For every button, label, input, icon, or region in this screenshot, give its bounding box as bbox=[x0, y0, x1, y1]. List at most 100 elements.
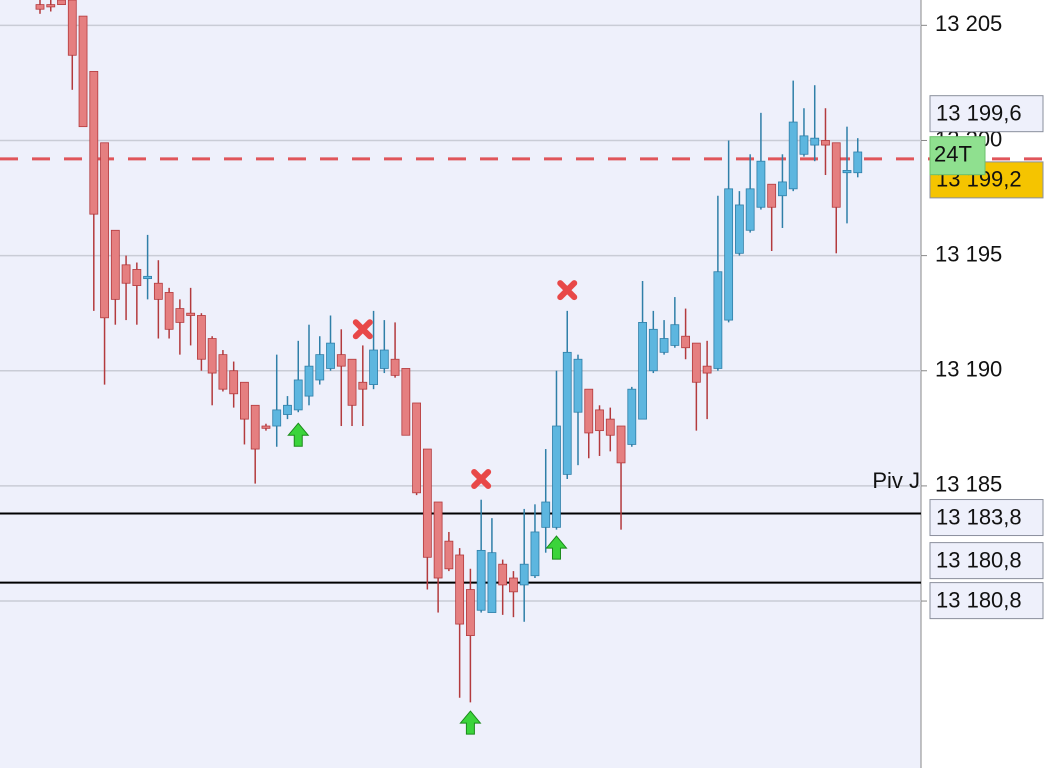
candle-body bbox=[476, 549, 486, 611]
candle-body bbox=[648, 328, 658, 372]
candle-body bbox=[336, 354, 346, 367]
buy-signal bbox=[545, 535, 568, 560]
candle-body bbox=[756, 160, 766, 208]
candle-body bbox=[702, 365, 712, 374]
candle-body bbox=[638, 321, 647, 420]
buy-signal bbox=[287, 422, 310, 447]
candle-body bbox=[853, 151, 863, 174]
candle-body bbox=[541, 501, 551, 528]
price-box bbox=[929, 95, 1044, 133]
candle-body bbox=[465, 589, 475, 636]
candle-body bbox=[487, 552, 497, 613]
price-box-label: 13 180,8 bbox=[936, 547, 1022, 572]
candle-body bbox=[778, 181, 787, 197]
candle-body bbox=[100, 142, 109, 319]
price-box bbox=[929, 542, 1044, 580]
candle-body bbox=[799, 135, 809, 155]
candle-body bbox=[293, 379, 303, 411]
candle-body bbox=[422, 448, 432, 558]
candle-body bbox=[121, 264, 131, 284]
plot-area bbox=[0, 0, 921, 768]
y-tick-label: 13 190 bbox=[935, 357, 1002, 382]
candle-body bbox=[57, 0, 66, 6]
price-box-label: 13 183,8 bbox=[936, 504, 1022, 529]
candle-body bbox=[562, 351, 572, 475]
candle-body bbox=[605, 418, 615, 436]
candle-body bbox=[261, 425, 271, 429]
candle-body bbox=[283, 404, 292, 415]
candle-body bbox=[89, 70, 99, 215]
candle-body bbox=[315, 354, 325, 381]
buy-signal bbox=[459, 710, 482, 735]
candle-body bbox=[412, 402, 422, 494]
candle-body bbox=[831, 142, 841, 208]
candle-body bbox=[35, 4, 45, 10]
candle-body bbox=[842, 170, 852, 174]
candle-body bbox=[196, 315, 206, 360]
candle-body bbox=[358, 381, 368, 390]
sell-signal bbox=[471, 468, 492, 489]
sell-signal bbox=[352, 319, 373, 340]
y-tick-label: 13 205 bbox=[935, 11, 1002, 36]
candle-body bbox=[379, 349, 389, 369]
y-tick-label: 13 195 bbox=[935, 241, 1002, 266]
candle-body bbox=[745, 188, 755, 231]
candle-body bbox=[207, 338, 217, 374]
candle-body bbox=[143, 275, 153, 280]
candle-body bbox=[616, 425, 626, 464]
timer-label: 24T bbox=[934, 141, 972, 166]
candle-body bbox=[530, 531, 540, 577]
candle-body bbox=[681, 335, 690, 349]
price-box bbox=[929, 499, 1044, 537]
candle-body bbox=[810, 137, 820, 146]
candle-body bbox=[821, 140, 830, 146]
candle-body bbox=[509, 577, 518, 593]
candle-body bbox=[691, 342, 701, 383]
pivot-label: Piv J bbox=[872, 468, 920, 493]
timer-box bbox=[929, 136, 986, 176]
price-box-label: 13 199,6 bbox=[936, 100, 1022, 125]
candle-body bbox=[164, 292, 174, 330]
candle-body bbox=[250, 404, 260, 450]
candle-body bbox=[433, 501, 443, 579]
candle-body bbox=[78, 15, 88, 128]
candle-body bbox=[584, 388, 594, 434]
candle-body bbox=[595, 409, 604, 432]
candle-body bbox=[455, 554, 465, 625]
candle-body bbox=[347, 358, 357, 406]
candle-body bbox=[304, 365, 314, 397]
candle-body bbox=[573, 358, 583, 413]
candle-body bbox=[240, 381, 249, 420]
sell-signal bbox=[557, 280, 578, 301]
candle-body bbox=[272, 409, 282, 427]
price-box-label: 13 180,8 bbox=[936, 587, 1022, 612]
candle-body bbox=[153, 282, 163, 300]
candle-body bbox=[498, 563, 508, 586]
candle-body bbox=[767, 183, 777, 208]
candle-body bbox=[713, 271, 723, 369]
candle-body bbox=[659, 338, 669, 353]
candle-body bbox=[401, 368, 411, 436]
price-box bbox=[929, 582, 1044, 620]
candle-body bbox=[670, 324, 680, 346]
candle-body bbox=[519, 563, 529, 586]
candle-body bbox=[390, 358, 400, 376]
candle-body bbox=[218, 354, 228, 390]
candle-body bbox=[67, 0, 77, 56]
y-tick-label: 13 185 bbox=[935, 472, 1002, 497]
candle-body bbox=[326, 342, 335, 369]
candle-body bbox=[552, 425, 561, 528]
candle-body bbox=[369, 349, 378, 385]
candle-body bbox=[132, 269, 142, 286]
candle-body bbox=[110, 229, 120, 300]
candle-body bbox=[444, 540, 454, 570]
candle-body bbox=[229, 370, 239, 395]
candle-body bbox=[724, 188, 734, 321]
candle-body bbox=[186, 312, 196, 316]
candle-body bbox=[735, 204, 744, 254]
candle-body bbox=[175, 308, 185, 323]
candle-body bbox=[788, 121, 798, 190]
candle-body bbox=[627, 388, 637, 445]
candle-body bbox=[46, 4, 56, 8]
